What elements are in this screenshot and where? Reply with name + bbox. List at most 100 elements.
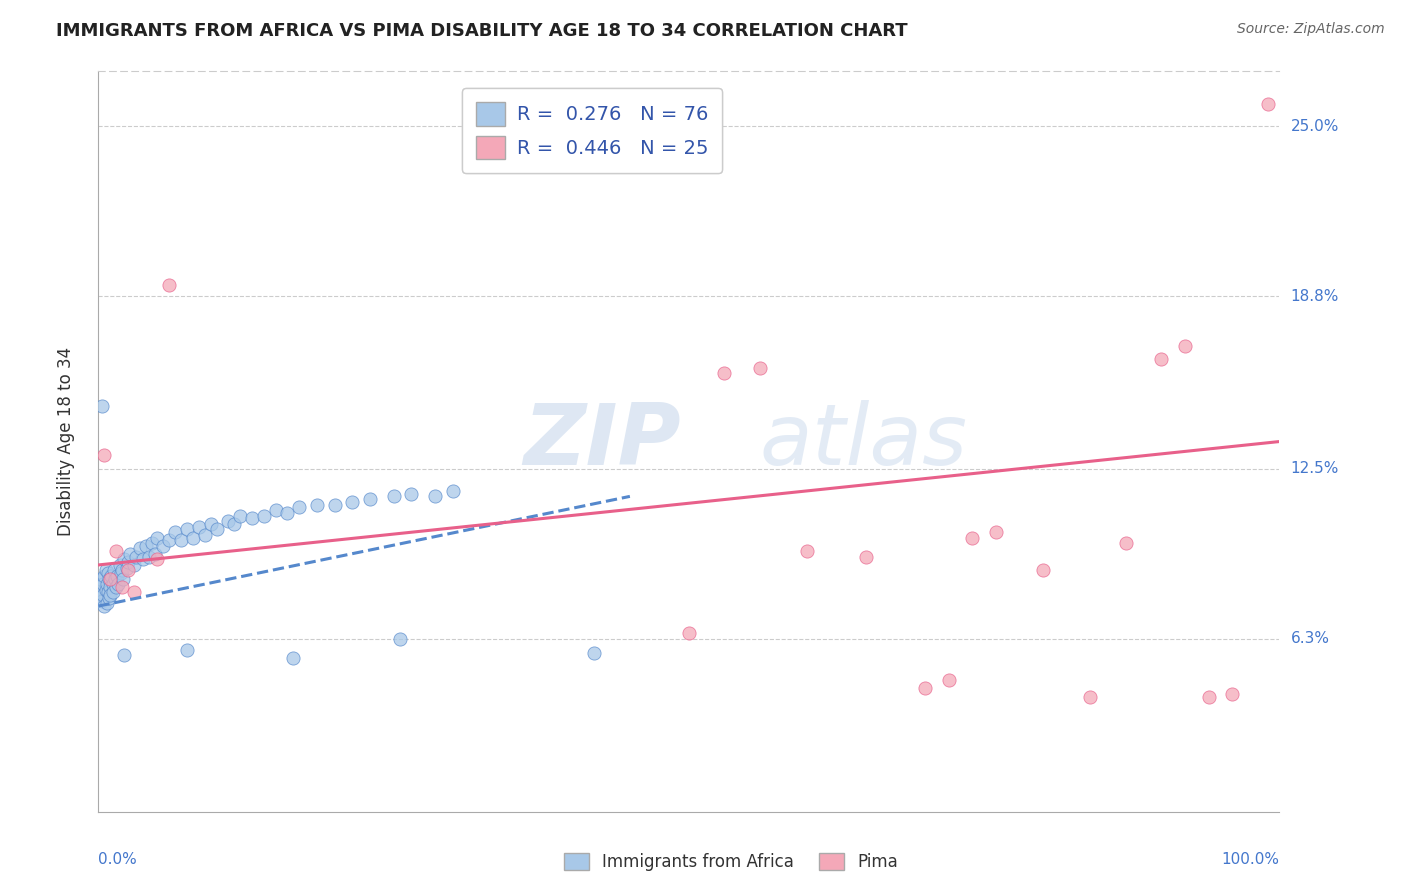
Point <box>938 673 960 687</box>
Text: 25.0%: 25.0% <box>1291 119 1339 134</box>
Text: Source: ZipAtlas.com: Source: ZipAtlas.com <box>1237 22 1385 37</box>
Point <box>200 516 222 531</box>
Point <box>276 506 298 520</box>
Point <box>98 591 121 605</box>
Point <box>93 569 115 583</box>
Point <box>91 588 114 602</box>
Point <box>97 566 120 581</box>
Point <box>152 539 174 553</box>
Point <box>187 519 209 533</box>
Point <box>89 580 111 594</box>
Point <box>93 448 115 462</box>
Point <box>678 626 700 640</box>
Point <box>359 492 381 507</box>
Point <box>97 585 120 599</box>
Point <box>91 399 114 413</box>
Text: 12.5%: 12.5% <box>1291 461 1339 476</box>
Point <box>342 495 364 509</box>
Text: 100.0%: 100.0% <box>1222 853 1279 867</box>
Point <box>138 549 160 564</box>
Point <box>264 503 287 517</box>
Point <box>382 489 405 503</box>
Point <box>104 572 127 586</box>
Point <box>181 531 204 545</box>
Text: ZIP: ZIP <box>523 400 682 483</box>
Text: atlas: atlas <box>759 400 967 483</box>
Point <box>423 489 446 503</box>
Legend: R =  0.276   N = 76, R =  0.446   N = 25: R = 0.276 N = 76, R = 0.446 N = 25 <box>463 88 723 173</box>
Point <box>93 599 115 613</box>
Point <box>305 498 328 512</box>
Point <box>984 524 1007 539</box>
Point <box>111 563 134 577</box>
Point <box>194 528 217 542</box>
Point <box>388 632 411 646</box>
Point <box>117 563 139 577</box>
Text: 6.3%: 6.3% <box>1291 632 1330 647</box>
Text: 18.8%: 18.8% <box>1291 289 1339 303</box>
Point <box>101 577 124 591</box>
Point <box>1150 352 1173 367</box>
Point <box>401 486 423 500</box>
Point <box>96 596 118 610</box>
Point <box>105 569 128 583</box>
Point <box>105 544 128 558</box>
Point <box>713 366 735 380</box>
Point <box>217 514 239 528</box>
Point <box>110 566 132 581</box>
Point <box>748 360 770 375</box>
Point <box>583 646 606 660</box>
Point <box>91 585 114 599</box>
Point <box>103 563 125 577</box>
Point <box>229 508 252 523</box>
Point <box>146 552 169 566</box>
Text: IMMIGRANTS FROM AFRICA VS PIMA DISABILITY AGE 18 TO 34 CORRELATION CHART: IMMIGRANTS FROM AFRICA VS PIMA DISABILIT… <box>56 22 908 40</box>
Point <box>1080 690 1102 704</box>
Point <box>122 558 145 572</box>
Point <box>90 591 112 605</box>
Point <box>98 572 121 586</box>
Point <box>96 577 118 591</box>
Point <box>170 533 193 548</box>
Point <box>98 588 121 602</box>
Point <box>288 500 311 515</box>
Point <box>176 522 198 536</box>
Point <box>94 582 117 597</box>
Point <box>98 572 121 586</box>
Point <box>796 544 818 558</box>
Point <box>176 643 198 657</box>
Point <box>1198 690 1220 704</box>
Point <box>90 572 112 586</box>
Point <box>122 585 145 599</box>
Point <box>132 552 155 566</box>
Text: 0.0%: 0.0% <box>98 853 138 867</box>
Point <box>1115 536 1137 550</box>
Point <box>105 580 128 594</box>
Point <box>1174 338 1197 352</box>
Point <box>115 560 138 574</box>
Point <box>283 651 305 665</box>
Point <box>100 569 122 583</box>
Point <box>107 577 129 591</box>
Point <box>94 563 117 577</box>
Point <box>205 522 228 536</box>
Point <box>914 681 936 696</box>
Point <box>111 580 134 594</box>
Legend: Immigrants from Africa, Pima: Immigrants from Africa, Pima <box>555 845 907 880</box>
Point <box>323 498 346 512</box>
Point <box>117 555 139 569</box>
Point <box>157 533 180 548</box>
Point <box>112 648 135 663</box>
Point <box>224 516 246 531</box>
Point <box>855 549 877 564</box>
Point <box>91 577 114 591</box>
Point <box>101 585 124 599</box>
Point <box>128 541 150 556</box>
Point <box>135 539 157 553</box>
Point <box>112 572 135 586</box>
Point <box>157 278 180 293</box>
Point <box>240 511 263 525</box>
Point <box>441 483 464 498</box>
Point <box>146 531 169 545</box>
Point <box>91 593 114 607</box>
